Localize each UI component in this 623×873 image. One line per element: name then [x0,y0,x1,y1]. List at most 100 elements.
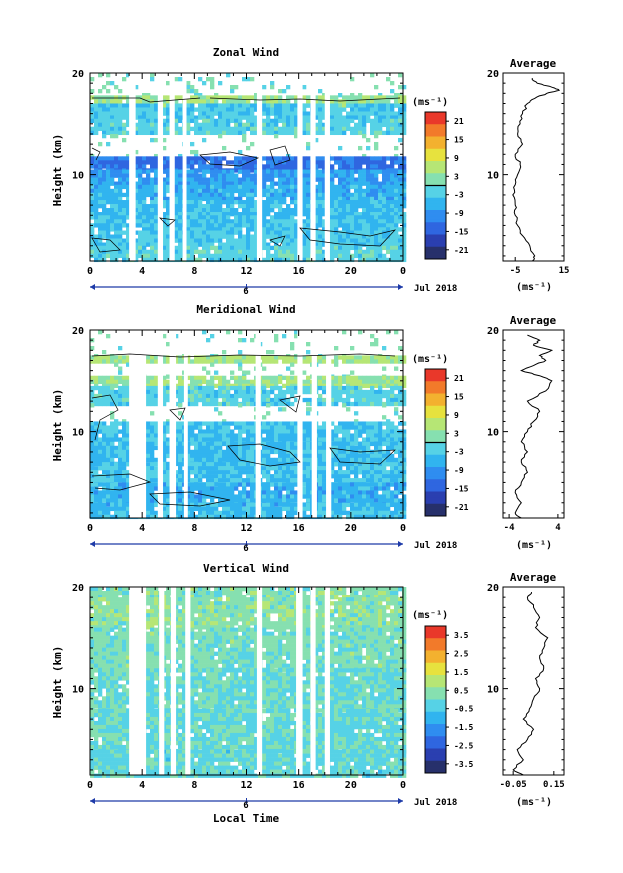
x-tick-label: 4 [139,266,145,277]
y-tick-label: 20 [72,326,84,337]
zonal-wind-time-bar [90,284,403,290]
colorbar-tick-label: -21 [454,503,469,512]
x-tick-label: 4 [139,523,145,534]
average-x-tick-label: 0.15 [543,780,565,790]
colorbar-tick-label: -2.5 [454,741,473,750]
colorbar-tick-label: -3 [454,191,464,200]
colorbar-tick-label: 15 [454,136,464,145]
x-tick-label: 20 [345,266,357,277]
meridional-wind-average-profile: 10 20 -4 4 [487,326,565,533]
x-axis-label: Local Time [213,812,280,825]
average-x-tick-label: -4 [504,523,515,533]
colorbar-tick-label: -15 [454,227,469,236]
meridional-wind-average-xlabel: (ms⁻¹) [516,540,552,551]
colorbar-tick-label: -9 [454,209,464,218]
meridional-wind-date-label: Jul 2018 [414,541,457,551]
vertical-wind-title: Vertical Wind [203,562,289,575]
x-tick-label: 16 [293,523,305,534]
x-tick-label: 0 [87,523,93,534]
zonal-wind-ylabel: Height (km) [51,134,64,207]
x-tick-label: 20 [345,780,357,791]
y-tick-label: 10 [72,428,84,439]
zonal-wind-average-xlabel: (ms⁻¹) [516,282,552,293]
average-y-tick-label: 20 [487,326,499,337]
meridional-wind-axes: 0 4 8 12 16 20 0 10 20 [72,326,406,534]
meridional-wind-contours [91,353,396,507]
x-tick-label: 20 [345,523,357,534]
colorbar-tick-label: 21 [454,374,464,383]
zonal-wind-title: Zonal Wind [213,46,279,59]
zonal-wind-heatmap [90,73,407,263]
y-tick-label: 10 [72,171,84,182]
vertical-wind-date-label: Jul 2018 [414,798,457,808]
x-tick-label: 0 [87,266,93,277]
colorbar-tick-label: -9 [454,466,464,475]
colorbar-tick-label: -0.5 [454,705,473,714]
average-profile-line [512,78,561,262]
zonal-wind-colorbar-unit: (ms⁻¹) [412,97,448,108]
meridional-wind-panel: Meridional Wind 0 4 8 12 16 20 0 10 20 Height (k… [51,303,565,554]
x-tick-label: 8 [191,523,197,534]
average-profile-line [514,334,554,519]
zonal-wind-axes: 0 4 8 12 16 20 0 10 20 [72,69,406,277]
y-tick-label: 20 [72,69,84,80]
colorbar-tick-label: -15 [454,484,469,493]
colorbar-tick-label: 0.5 [454,686,469,695]
vertical-wind-average-profile: 10 20 -0.05 0.15 [487,583,565,790]
average-y-tick-label: 10 [487,428,499,439]
vertical-wind-average-xlabel: (ms⁻¹) [516,797,552,808]
y-tick-label: 10 [72,685,84,696]
zonal-wind-average-profile: 10 20 -5 15 [487,69,569,276]
meridional-wind-colorbar: 21 15 9 3 -3 -9 -15 -21 [424,368,469,517]
vertical-wind-ylabel: Height (km) [51,646,64,719]
colorbar-tick-label: 1.5 [454,668,469,677]
colorbar-tick-label: 3.5 [454,631,469,640]
y-tick-label: 20 [72,583,84,594]
x-tick-label: 16 [293,266,305,277]
zonal-wind-day-label: 6 [243,287,248,297]
colorbar-tick-label: -3 [454,448,464,457]
vertical-wind-heatmap [90,587,407,778]
x-tick-label: 0 [87,780,93,791]
colorbar-tick-label: -21 [454,246,469,255]
vertical-wind-day-label: 6 [243,801,248,811]
vertical-wind-panel: Vertical Wind 0 4 8 12 16 20 0 10 20 Height (km)… [51,562,565,825]
average-y-tick-label: 20 [487,583,499,594]
average-y-tick-label: 10 [487,685,499,696]
vertical-wind-average-title: Average [510,571,557,584]
x-tick-label: 4 [139,780,145,791]
meridional-wind-title: Meridional Wind [196,303,295,316]
zonal-wind-average-title: Average [510,57,557,70]
colorbar-tick-label: 9 [454,154,459,163]
zonal-wind-colorbar: 21 15 9 3 -3 -9 -15 -21 [424,111,469,260]
zonal-wind-date-label: Jul 2018 [414,284,457,294]
colorbar-tick-label: 3 [454,429,459,438]
colorbar-tick-label: 15 [454,393,464,402]
x-tick-label: 0 [400,266,406,277]
colorbar-tick-label: 2.5 [454,650,469,659]
meridional-wind-ylabel: Height (km) [51,389,64,462]
x-tick-label: 12 [240,523,252,534]
vertical-wind-colorbar-unit: (ms⁻¹) [412,610,448,621]
average-y-tick-label: 10 [487,171,499,182]
x-tick-label: 8 [191,266,197,277]
zonal-wind-contours [91,97,401,253]
meridional-wind-time-bar [90,541,403,547]
colorbar-tick-label: 21 [454,117,464,126]
average-x-tick-label: 4 [555,523,561,533]
x-tick-label: 12 [240,266,252,277]
colorbar-tick-label: 3 [454,172,459,181]
x-tick-label: 12 [240,780,252,791]
vertical-wind-colorbar: 3.5 2.5 1.5 0.5 -0.5 -1.5 -2.5 -3.5 [424,625,473,774]
colorbar-tick-label: -3.5 [454,760,473,769]
x-tick-label: 8 [191,780,197,791]
meridional-wind-heatmap [90,330,407,520]
average-x-tick-label: 15 [559,266,570,276]
average-y-tick-label: 20 [487,69,499,80]
average-x-tick-label: -0.05 [500,780,527,790]
meridional-wind-colorbar-unit: (ms⁻¹) [412,354,448,365]
vertical-wind-time-bar [90,798,403,804]
meridional-wind-average-title: Average [510,314,557,327]
x-tick-label: 0 [400,780,406,791]
